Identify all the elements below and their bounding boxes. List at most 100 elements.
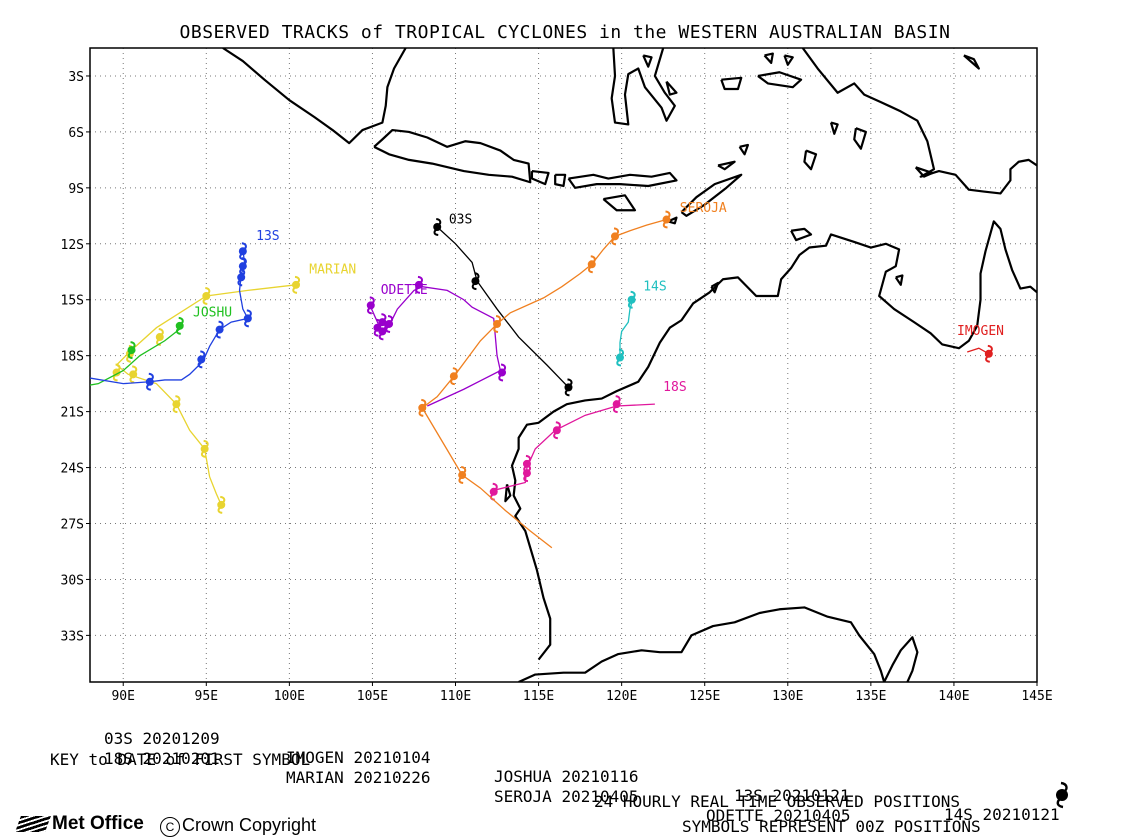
cyclone-position-icon — [418, 398, 427, 417]
cyclone-position-icon — [238, 242, 247, 261]
cyclone-position-icon — [471, 272, 480, 291]
key-entry-imogen: IMOGEN 20210104 — [286, 748, 431, 767]
track-label-13s: 13S — [256, 229, 279, 244]
lon-tick-label: 120E — [606, 689, 637, 704]
key-caption: KEY to DATE of FIRST SYMBOL — [50, 750, 311, 769]
cyclone-position-icon — [366, 296, 375, 315]
key-row-1: 03S 20201209 IMOGEN 20210104 JOSHUA 2021… — [104, 710, 1084, 824]
lat-tick-label: 9S — [68, 182, 84, 197]
key-entry-marian: MARIAN 20210226 — [286, 768, 431, 787]
coastline — [554, 173, 567, 188]
map-frame — [89, 47, 1038, 683]
track-18s — [489, 395, 655, 501]
tracks-layer — [90, 210, 993, 549]
cyclone-position-icon — [237, 268, 246, 287]
coastline — [567, 171, 678, 189]
track-line-03s — [436, 226, 569, 388]
cyclone-position-icon — [202, 287, 211, 306]
key-entry-seroja: SEROJA 20210405 — [494, 787, 639, 806]
observed-positions-note: 24 HOURLY REAL TIME OBSERVED POSITIONS — [594, 792, 961, 811]
cyclone-position-icon — [433, 218, 442, 237]
lat-tick-label: 12S — [61, 238, 84, 253]
coastline — [710, 281, 720, 294]
cyclone-position-icon — [552, 421, 561, 440]
met-office-bars-icon — [15, 816, 51, 832]
copyright-notice: C Crown Copyright — [160, 815, 316, 837]
track-13s — [90, 242, 252, 391]
coastline — [530, 169, 550, 186]
coastline — [610, 48, 676, 126]
cyclone-position-icon — [612, 395, 621, 414]
coastline — [783, 54, 794, 66]
cyclone-position-icon — [378, 322, 387, 341]
coastline — [504, 484, 512, 503]
coastline — [518, 606, 886, 682]
lat-tick-label: 30S — [61, 573, 84, 588]
cyclone-position-icon — [627, 290, 636, 309]
cyclone-position-icon — [615, 348, 624, 367]
cyclone-position-icon — [197, 350, 206, 369]
track-line-marian — [115, 284, 297, 506]
coastline — [883, 636, 919, 682]
lon-tick-label: 95E — [195, 689, 218, 704]
lon-tick-label: 115E — [523, 689, 554, 704]
lon-tick-label: 145E — [1021, 689, 1052, 704]
cyclone-position-icon — [172, 395, 181, 414]
key-entry-odette: ODETTE 20210405 — [706, 806, 851, 825]
cyclone-position-icon — [175, 316, 184, 335]
lat-tick-label: 15S — [61, 294, 84, 309]
cyclone-position-icon — [522, 464, 531, 483]
cyclone-position-icon — [200, 439, 209, 458]
coastline — [829, 121, 839, 135]
cyclone-position-icon — [215, 320, 224, 339]
lon-tick-label: 135E — [855, 689, 886, 704]
track-label-joshua: JOSHU — [193, 306, 232, 321]
lat-tick-label: 33S — [61, 629, 84, 644]
track-label-seroja: SEROJA — [680, 201, 727, 216]
track-label-14s: 14S — [643, 279, 666, 294]
coastline — [914, 166, 934, 178]
coastline — [790, 227, 813, 242]
chart-title: OBSERVED TRACKS of TROPICAL CYCLONES in … — [179, 22, 951, 43]
lat-tick-label: 3S — [68, 70, 84, 85]
key-entry-13s: 13S 20210121 — [734, 786, 850, 805]
copyright-icon: C — [160, 817, 180, 837]
coastline — [680, 173, 743, 217]
cyclone-position-icon — [155, 328, 164, 347]
track-joshua — [90, 316, 184, 386]
cyclone-position-icon — [493, 314, 502, 333]
cyclone-position-icon — [498, 363, 507, 382]
cyclone-position-icon — [238, 257, 247, 276]
copyright-text: Crown Copyright — [182, 815, 317, 835]
track-label-imogen: IMOGEN — [957, 324, 1004, 339]
lat-tick-label: 27S — [61, 518, 84, 533]
lon-tick-label: 110E — [440, 689, 471, 704]
key-row-2: 18S 20210201 MARIAN 20210226 SEROJA 2021… — [104, 730, 1084, 825]
lat-tick-label: 6S — [68, 126, 84, 141]
cyclone-position-icon — [449, 367, 458, 386]
coastline — [667, 216, 678, 225]
coastline — [963, 54, 980, 70]
cyclone-position-icon — [458, 466, 467, 485]
track-imogen — [967, 344, 993, 363]
track-label-odette: ODETTE — [381, 283, 428, 298]
cyclone-position-icon — [292, 275, 301, 294]
coastline — [757, 71, 803, 89]
lon-tick-label: 130E — [772, 689, 803, 704]
cyclone-position-icon — [127, 341, 136, 360]
key-entry-18s: 18S 20210201 — [104, 749, 220, 768]
key-entry-03s: 03S 20201209 — [104, 729, 220, 748]
coastline — [853, 127, 867, 150]
track-label-03s: 03S — [449, 212, 472, 227]
cyclone-position-icon — [984, 344, 993, 363]
cyclone-symbol-legend-icon — [1056, 781, 1068, 809]
cyclone-position-icon — [564, 378, 573, 397]
track-seroja — [418, 210, 671, 549]
symbols-note: SYMBOLS REPRESENT 00Z POSITIONS — [682, 817, 981, 836]
cyclone-position-icon — [145, 372, 154, 391]
coastline — [801, 48, 1037, 195]
coastline-layer — [222, 48, 1037, 682]
key-entry-joshua: JOSHUA 20210116 — [494, 767, 639, 786]
cyclone-position-icon — [611, 227, 620, 246]
